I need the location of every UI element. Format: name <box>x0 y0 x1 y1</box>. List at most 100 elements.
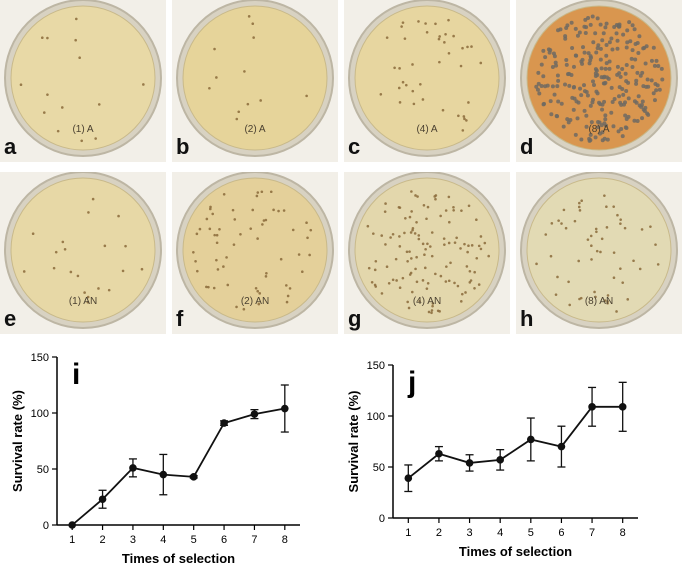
colony <box>558 27 563 32</box>
colony <box>620 67 625 72</box>
colony <box>605 205 608 208</box>
colony <box>465 265 469 268</box>
colony <box>80 139 84 143</box>
colony <box>444 209 448 212</box>
colony <box>419 82 422 86</box>
colony <box>453 241 457 244</box>
colony <box>380 292 384 295</box>
panel-letter: i <box>72 358 80 391</box>
colony <box>384 202 387 205</box>
colony <box>411 226 415 230</box>
colony <box>403 37 407 40</box>
colony <box>587 138 592 143</box>
colony <box>235 117 239 121</box>
colony <box>426 242 429 246</box>
colony <box>421 279 425 282</box>
colony <box>634 81 639 86</box>
colony <box>94 137 97 140</box>
colony <box>427 310 431 314</box>
colony <box>457 114 460 118</box>
colony <box>387 281 391 285</box>
colony <box>63 247 67 251</box>
colony <box>582 50 587 55</box>
colony <box>624 45 629 50</box>
colony <box>408 215 412 219</box>
photo-panel-b: (2) A b <box>172 0 338 162</box>
colony <box>424 247 427 251</box>
colony <box>410 190 413 193</box>
colony <box>575 33 580 38</box>
panel-letter: c <box>348 134 361 159</box>
colony <box>103 244 107 248</box>
colony <box>599 66 604 71</box>
colony <box>604 43 609 48</box>
colony <box>231 208 235 212</box>
colony <box>483 241 487 245</box>
colony <box>616 129 621 134</box>
colony <box>404 216 407 220</box>
colony <box>548 99 553 104</box>
chart-i: i 0 50 100 150 1 2 3 4 5 6 7 8 Times of selection Surv… <box>0 345 340 566</box>
colony <box>233 218 237 221</box>
colony <box>406 259 409 263</box>
colony <box>603 117 608 122</box>
colony <box>660 77 665 82</box>
colony <box>297 253 301 256</box>
colony <box>541 102 546 107</box>
colony <box>586 51 591 56</box>
colony <box>566 120 571 125</box>
colony <box>269 190 273 194</box>
colony <box>425 287 429 290</box>
colony <box>568 303 572 307</box>
colony <box>600 38 605 43</box>
colony <box>633 57 638 62</box>
colony <box>279 257 283 261</box>
colony <box>640 228 644 231</box>
colony <box>577 259 580 263</box>
colony <box>625 40 630 45</box>
x-tick-label: 7 <box>251 534 257 546</box>
colony <box>425 31 429 34</box>
colony <box>438 60 441 64</box>
y-tick-label: 100 <box>367 411 385 423</box>
colony <box>262 219 266 222</box>
colony <box>594 89 599 94</box>
colony <box>635 70 640 75</box>
colony <box>252 36 255 39</box>
photo-panel-c: (4) A c <box>344 0 510 162</box>
colony <box>410 290 414 294</box>
colony <box>603 80 608 85</box>
colony <box>410 210 413 213</box>
colony <box>556 99 561 104</box>
colony <box>534 84 539 89</box>
colony <box>563 82 568 87</box>
colony <box>656 263 660 266</box>
colony <box>590 100 595 105</box>
colony <box>593 67 598 72</box>
panel-letter: j <box>407 366 416 399</box>
colony <box>379 93 383 96</box>
colony <box>588 103 593 108</box>
colony <box>563 34 568 39</box>
colony <box>596 125 601 130</box>
colony <box>462 115 466 118</box>
colony <box>599 250 602 254</box>
colony <box>600 107 605 112</box>
colony <box>536 81 541 86</box>
photo-panel-a: (1) A a <box>0 0 166 162</box>
colony <box>117 214 120 218</box>
colony <box>46 93 49 96</box>
plate-label: (1) A <box>72 124 93 135</box>
dish-agar <box>354 177 500 323</box>
colony <box>61 240 65 244</box>
colony <box>590 258 593 261</box>
colony <box>444 280 448 283</box>
colony <box>602 121 607 126</box>
colony <box>251 208 255 212</box>
data-point <box>404 474 413 483</box>
colony <box>470 45 473 48</box>
colony <box>383 210 387 213</box>
colony <box>651 45 656 50</box>
colony <box>612 251 616 254</box>
colony <box>42 111 46 114</box>
